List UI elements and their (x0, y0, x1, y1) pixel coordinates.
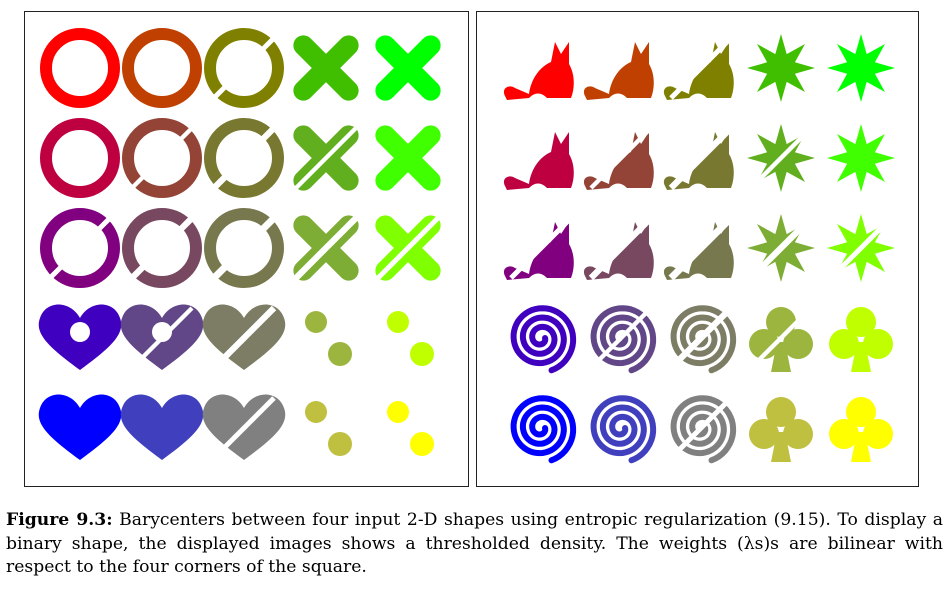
figure-caption-text: Barycenters between four input 2-D shape… (6, 510, 943, 577)
right-barycenter-cell-r4-c2 (589, 305, 657, 374)
right-barycenter-cell-r3-c5 (827, 214, 895, 282)
right-barycenter-grid (503, 34, 895, 464)
left-barycenter-cell-r1-c5 (375, 35, 441, 101)
left-barycenter-cell-r2-c3 (204, 118, 284, 198)
left-barycenter-cell-r1-c4 (293, 35, 359, 101)
left-barycenter-cell-r5-c2 (120, 394, 204, 460)
right-barycenter-cell-r2-c3 (663, 125, 734, 191)
right-barycenter-cell-r1-c5 (827, 34, 895, 102)
left-barycenter-cell-r2-c1 (40, 118, 120, 198)
left-barycenter-cell-r4-c3 (202, 304, 286, 371)
left-barycenter-cell-r2-c2 (122, 118, 202, 198)
right-barycenter-cell-r2-c1 (503, 132, 574, 190)
left-barycenter-cell-r4-c2 (120, 304, 204, 370)
right-barycenter-cell-r2-c2 (583, 126, 654, 190)
right-barycenter-cell-r3-c3 (663, 215, 734, 281)
left-barycenter-cell-r4-c1 (38, 304, 122, 370)
right-barycenter-cell-r1-c3 (663, 36, 734, 100)
left-barycenter-cell-r3-c1 (40, 208, 120, 288)
right-barycenter-cell-r3-c2 (583, 215, 654, 281)
left-barycenter-cell-r5-c5 (387, 401, 434, 456)
right-barycenter-cell-r5-c5 (829, 397, 893, 462)
right-barycenter-cell-r4-c5 (829, 307, 893, 372)
left-barycenter-cell-r2-c4 (293, 125, 359, 191)
left-barycenter-cell-r5-c4 (305, 401, 352, 456)
right-barycenter-cell-r2-c5 (827, 124, 895, 192)
left-barycenter-cell-r3-c5 (375, 215, 441, 281)
right-barycenter-cell-r5-c1 (510, 395, 577, 464)
left-barycenter-cell-r1-c2 (122, 28, 202, 108)
right-barycenter-cell-r1-c2 (583, 42, 654, 100)
left-barycenter-cell-r1-c3 (204, 28, 284, 108)
right-barycenter-cell-r5-c4 (749, 397, 813, 462)
left-barycenter-cell-r5-c1 (38, 394, 122, 460)
right-barycenter-cell-r5-c3 (669, 395, 737, 464)
left-barycenter-cell-r5-c3 (202, 394, 286, 460)
left-barycenter-grid (38, 28, 441, 460)
left-barycenter-panel (24, 11, 469, 487)
right-barycenter-panel (476, 11, 919, 487)
right-barycenter-cell-r4-c4 (749, 306, 813, 372)
right-barycenter-cell-r2-c4 (747, 124, 815, 192)
figure-label: Figure 9.3: (6, 510, 113, 530)
left-barycenter-cell-r1-c1 (40, 28, 120, 108)
right-barycenter-cell-r1-c4 (747, 34, 815, 102)
left-barycenter-cell-r4-c4 (294, 306, 358, 370)
left-barycenter-cell-r3-c4 (293, 215, 359, 281)
right-barycenter-cell-r3-c4 (747, 214, 815, 282)
left-barycenter-cell-r2-c5 (375, 125, 441, 191)
figure-caption: Figure 9.3: Barycenters between four inp… (6, 509, 943, 580)
left-barycenter-cell-r4-c5 (387, 311, 434, 366)
left-barycenter-cell-r3-c2 (122, 208, 202, 288)
right-barycenter-cell-r1-c1 (503, 42, 574, 100)
left-barycenter-cell-r3-c3 (204, 208, 284, 288)
right-barycenter-cell-r4-c1 (510, 305, 577, 374)
right-barycenter-cell-r3-c1 (503, 216, 574, 280)
right-barycenter-cell-r5-c2 (590, 395, 657, 464)
right-barycenter-cell-r4-c3 (668, 305, 737, 374)
